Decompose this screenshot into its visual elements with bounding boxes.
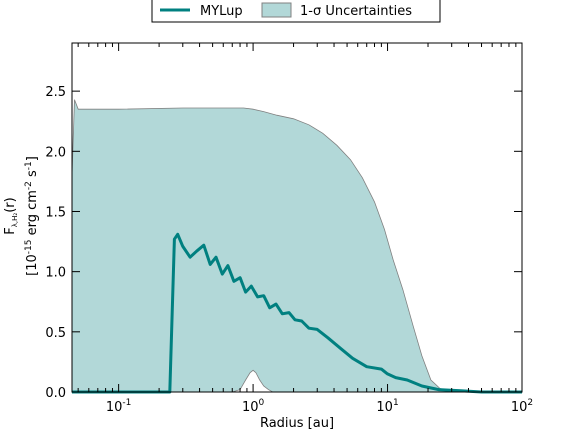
uncertainty-band	[71, 99, 522, 393]
y-tick-label: 1.0	[45, 266, 66, 281]
legend: MYLup 1-σ Uncertainties	[151, 0, 441, 23]
y-axis-ticks: 0.0 0.5 1.0 1.5 2.0 2.5	[45, 85, 522, 401]
y-tick-label: 0.5	[45, 326, 66, 341]
y-units-exp1: -15	[24, 240, 34, 255]
y-units-exp3: -1	[24, 161, 34, 170]
y-tick-label: 2.5	[45, 85, 66, 100]
legend-frame	[151, 0, 441, 23]
y-units-mid: erg cm	[25, 190, 40, 239]
legend-line-label: MYLup	[200, 4, 243, 19]
y-units-post: ]	[25, 156, 40, 161]
legend-band-swatch	[261, 2, 292, 18]
x-tick-label: 10-1	[106, 398, 132, 415]
x-axis-label: Radius [au]	[260, 416, 334, 431]
legend-band-label: 1-σ Uncertainties	[300, 4, 412, 19]
x-tick-label: 100	[242, 398, 265, 415]
y-units-exp2: -2	[24, 181, 34, 190]
y-tick-label: 2.0	[45, 145, 66, 160]
y-axis-label-main: F	[3, 227, 18, 234]
plot-area: 10-1 100 101 102 0.0 0.5 1.0 1.5 2.0 2.5	[45, 42, 533, 415]
axes-frame	[71, 42, 523, 393]
y-axis-label-sub: λ,H₂	[11, 213, 19, 228]
series-line-mylup	[72, 232, 522, 394]
x-tick-label: 102	[511, 398, 533, 415]
x-axis-ticks: 10-1 100 101 102	[77, 43, 533, 415]
y-axis-label-suffix: (r)	[3, 197, 18, 213]
y-tick-label: 1.5	[45, 205, 66, 220]
y-axis-label-units: [10-15 erg cm-2 s-1]	[24, 156, 40, 276]
svg-text:[10-15 erg cm-2 s-1]: [10-15 erg cm-2 s-1]	[24, 156, 40, 276]
y-units-pre: [10	[25, 254, 40, 276]
y-tick-label: 0.0	[45, 386, 66, 401]
y-axis-label: Fλ,H₂(r)	[3, 197, 19, 234]
svg-text:Fλ,H₂(r): Fλ,H₂(r)	[3, 197, 19, 234]
x-tick-label: 101	[376, 398, 398, 415]
y-units-mid2: s	[25, 170, 40, 181]
